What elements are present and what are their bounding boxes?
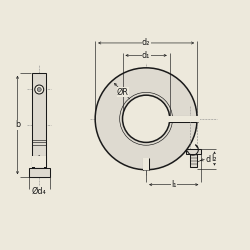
Text: l₁: l₁ [171,180,176,189]
Text: d₃: d₃ [206,155,214,164]
Circle shape [35,85,44,94]
Bar [143,158,149,170]
Bar [32,73,46,177]
Text: Ød₄: Ød₄ [32,186,46,196]
Bar [29,168,50,177]
Circle shape [122,95,170,142]
Text: b: b [15,120,20,130]
Text: ØR: ØR [117,88,129,97]
Text: l₂: l₂ [212,154,217,163]
Bar [34,162,44,168]
Bar [32,156,46,167]
Circle shape [95,68,197,170]
Text: d₁: d₁ [142,51,150,60]
Bar [190,152,197,167]
Circle shape [37,88,41,92]
Bar [165,116,200,122]
Bar [186,148,200,154]
Text: d₂: d₂ [142,38,150,48]
